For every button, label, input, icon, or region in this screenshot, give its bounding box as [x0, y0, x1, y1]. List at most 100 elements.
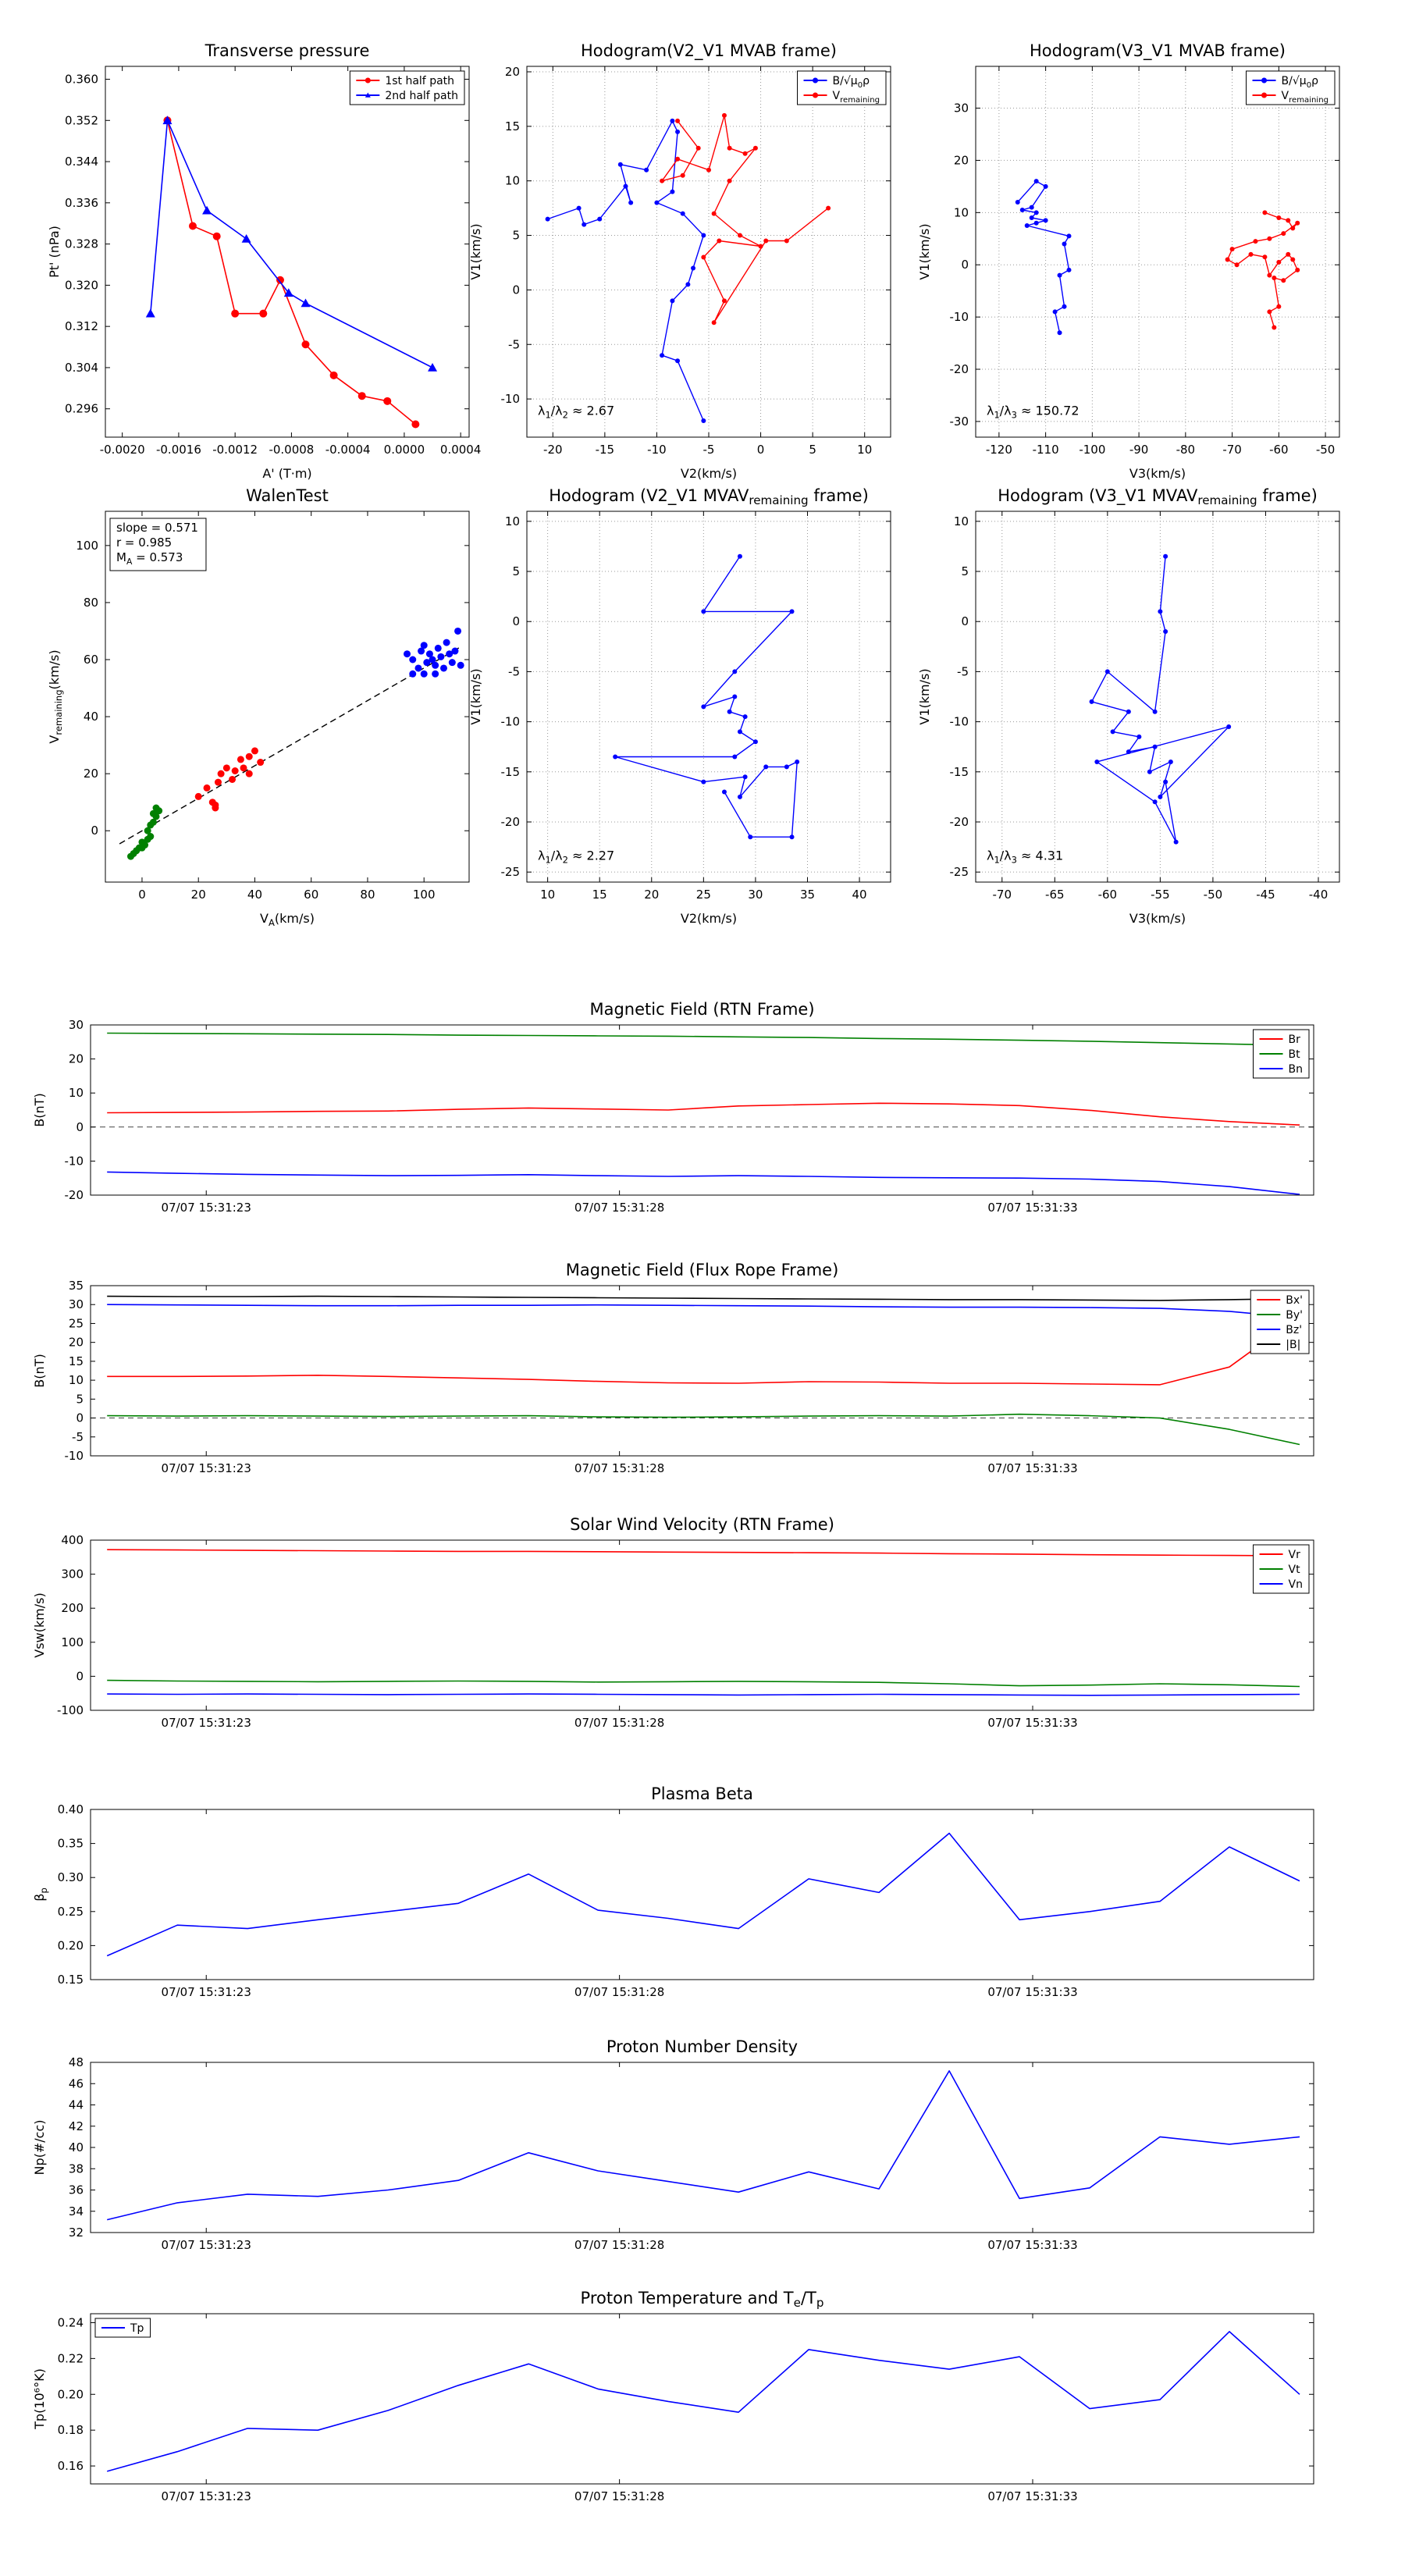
svg-text:0.16: 0.16: [58, 2459, 84, 2473]
svg-text:07/07 15:31:33: 07/07 15:31:33: [987, 1201, 1077, 1215]
svg-text:-40: -40: [1309, 888, 1329, 902]
svg-text:slope = 0.571: slope = 0.571: [116, 521, 198, 535]
svg-text:V2(km/s): V2(km/s): [681, 466, 737, 481]
svg-text:-5: -5: [508, 337, 520, 351]
svg-text:0.22: 0.22: [58, 2351, 84, 2365]
svg-text:07/07 15:31:28: 07/07 15:31:28: [574, 1716, 664, 1730]
svg-text:-100: -100: [1079, 443, 1105, 457]
svg-text:20: 20: [644, 888, 659, 902]
svg-text:-15: -15: [950, 765, 969, 779]
svg-text:-60: -60: [1269, 443, 1289, 457]
svg-text:0.18: 0.18: [58, 2423, 84, 2437]
svg-text:B/√μ0ρ: B/√μ0ρ: [833, 75, 870, 90]
svg-text:0.35: 0.35: [58, 1837, 84, 1851]
svg-text:λ1/λ3 ≈ 4.31: λ1/λ3 ≈ 4.31: [987, 849, 1063, 866]
svg-text:0: 0: [76, 1669, 84, 1683]
svg-text:0: 0: [76, 1411, 84, 1425]
svg-text:44: 44: [69, 2098, 84, 2112]
svg-text:-60: -60: [1098, 888, 1118, 902]
svg-text:20: 20: [69, 1052, 84, 1066]
chart-magnetic-field-fluxrope: 07/07 15:31:23 07/07 15:31:28 07/07 15:31:…: [31, 1258, 1343, 1489]
svg-text:5: 5: [76, 1392, 84, 1406]
chart-proton-temperature: 07/07 15:31:23 07/07 15:31:28 07/07 15:31:…: [31, 2286, 1343, 2517]
svg-text:10: 10: [69, 1373, 84, 1387]
svg-text:V1(km/s): V1(km/s): [917, 223, 932, 279]
hodogram-v2v1-mvav-canvas: 10 15 20 25 30 35 40 -25 -20 -15 -10 -5 0 5 10 Hodogram…: [468, 486, 891, 926]
svg-text:400: 400: [61, 1533, 84, 1547]
svg-text:80: 80: [84, 596, 98, 610]
chart-hodogram-v2v1-mvav: 10 15 20 25 30 35 40 -25 -20 -15 -10 -5 0 5 10 Hodogram…: [449, 468, 909, 948]
svg-text:0: 0: [961, 258, 969, 272]
svg-text:-10: -10: [501, 715, 521, 729]
svg-text:80: 80: [360, 888, 375, 902]
svg-text:B(nT): B(nT): [32, 1093, 47, 1126]
chart-hodogram-v3v1-mvav: -70 -65 -60 -55 -50 -45 -40 -25 -20 -15 -10 -5 0 5 10 H…: [898, 468, 1358, 948]
svg-text:-25: -25: [501, 865, 521, 879]
svg-text:VA(km/s): VA(km/s): [260, 911, 315, 928]
svg-text:Vr: Vr: [1289, 1549, 1301, 1561]
svg-text:07/07 15:31:23: 07/07 15:31:23: [162, 2489, 251, 2503]
svg-text:07/07 15:31:23: 07/07 15:31:23: [162, 1461, 251, 1475]
svg-text:42: 42: [69, 2119, 84, 2133]
svg-text:Bn: Bn: [1289, 1063, 1303, 1076]
svg-text:35: 35: [800, 888, 815, 902]
svg-text:0: 0: [91, 824, 98, 838]
svg-text:Vremaining: Vremaining: [1282, 90, 1329, 105]
hodogram-v2v1-mvab-canvas: -20 -15 -10 -5 0 5 10 -10 -5 0 5 10 15 20 Hodogram(V2_…: [468, 41, 891, 481]
svg-text:20: 20: [954, 153, 969, 167]
svg-text:B/√μ0ρ: B/√μ0ρ: [1282, 75, 1319, 90]
svg-text:Proton Temperature and Te/Tp: Proton Temperature and Te/Tp: [581, 2289, 824, 2310]
svg-text:λ1/λ3 ≈ 150.72: λ1/λ3 ≈ 150.72: [987, 404, 1080, 421]
svg-text:-10: -10: [647, 443, 667, 457]
svg-text:Tp(10⁶°K): Tp(10⁶°K): [32, 2368, 47, 2430]
svg-text:10: 10: [954, 514, 969, 528]
svg-text:-0.0008: -0.0008: [269, 443, 314, 457]
svg-text:Hodogram (V2_V1 MVAVremaining: Hodogram (V2_V1 MVAVremaining frame): [549, 486, 869, 507]
svg-text:-10: -10: [950, 310, 969, 324]
svg-text:-20: -20: [950, 815, 969, 829]
svg-text:20: 20: [69, 1336, 84, 1350]
svg-text:V1(km/s): V1(km/s): [468, 223, 483, 279]
svg-text:34: 34: [69, 2204, 84, 2218]
svg-text:Solar Wind Velocity (RTN Frame: Solar Wind Velocity (RTN Frame): [570, 1515, 834, 1534]
svg-text:Tp: Tp: [130, 2322, 144, 2335]
svg-text:V1(km/s): V1(km/s): [917, 668, 932, 724]
svg-text:-10: -10: [501, 392, 521, 406]
svg-text:40: 40: [84, 710, 98, 724]
svg-text:By': By': [1286, 1309, 1303, 1322]
svg-text:07/07 15:31:23: 07/07 15:31:23: [162, 2238, 251, 2252]
svg-text:07/07 15:31:33: 07/07 15:31:33: [987, 2489, 1077, 2503]
svg-text:300: 300: [61, 1567, 84, 1582]
svg-text:46: 46: [69, 2076, 84, 2090]
svg-text:0.312: 0.312: [65, 319, 98, 333]
svg-text:-0.0020: -0.0020: [100, 443, 145, 457]
svg-text:0: 0: [512, 283, 520, 297]
svg-text:10: 10: [69, 1086, 84, 1100]
svg-text:-5: -5: [508, 664, 520, 678]
svg-text:30: 30: [954, 101, 969, 116]
svg-text:V1(km/s): V1(km/s): [468, 668, 483, 724]
svg-text:07/07 15:31:23: 07/07 15:31:23: [162, 1716, 251, 1730]
svg-text:-0.0012: -0.0012: [212, 443, 258, 457]
walen-test-canvas: 0 20 40 60 80 100 0 20 40 60 80 100 WalenTest VA(km/s…: [47, 486, 470, 928]
svg-text:-70: -70: [993, 888, 1012, 902]
svg-text:0.360: 0.360: [65, 72, 98, 86]
svg-text:10: 10: [857, 443, 872, 457]
mag-rtn-canvas: 07/07 15:31:23 07/07 15:31:28 07/07 15:31:…: [32, 1000, 1314, 1215]
proton-temp-canvas: 07/07 15:31:23 07/07 15:31:28 07/07 15:31:…: [32, 2289, 1314, 2503]
svg-text:20: 20: [505, 65, 520, 79]
chart-solar-wind-velocity: 07/07 15:31:23 07/07 15:31:28 07/07 15:31:…: [31, 1512, 1343, 1743]
svg-text:Vn: Vn: [1289, 1578, 1303, 1591]
svg-text:V2(km/s): V2(km/s): [681, 911, 737, 926]
chart-transverse-pressure: -0.0020 -0.0016 -0.0012 -0.0008 -0.0004 0.000…: [27, 23, 488, 503]
svg-text:-5: -5: [72, 1430, 84, 1444]
svg-text:200: 200: [61, 1601, 84, 1615]
proton-density-canvas: 07/07 15:31:23 07/07 15:31:28 07/07 15:31:…: [32, 2037, 1314, 2252]
svg-text:100: 100: [413, 888, 436, 902]
chart-hodogram-v3v1-mvab: -120 -110 -100 -90 -80 -70 -60 -50 -30 -20 -10 0 10 2…: [898, 23, 1358, 503]
svg-text:-0.0004: -0.0004: [325, 443, 371, 457]
svg-text:-20: -20: [65, 1188, 84, 1202]
svg-text:Np(#/cc): Np(#/cc): [32, 2120, 47, 2176]
svg-text:-20: -20: [543, 443, 563, 457]
svg-text:MA = 0.573: MA = 0.573: [116, 550, 183, 567]
